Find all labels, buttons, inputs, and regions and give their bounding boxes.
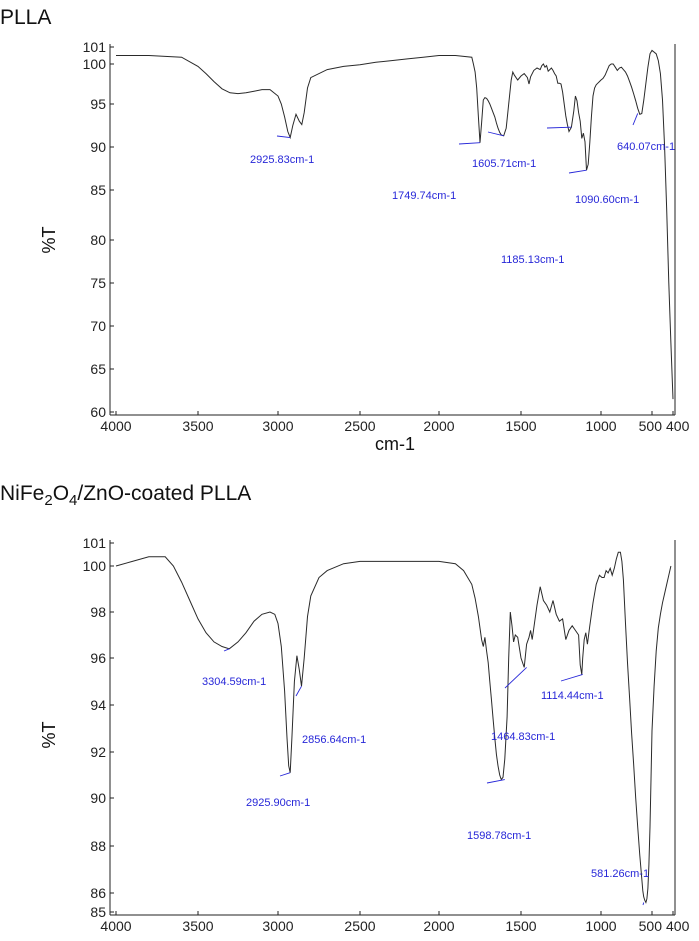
y-tick-label: 80	[90, 232, 106, 248]
y-tick-label: 70	[90, 318, 106, 334]
x-tick-label: 1500	[505, 418, 536, 434]
peak-leader-line	[279, 772, 291, 777]
peak-label: 1464.83cm-1	[491, 731, 555, 743]
y-tick-label: 100	[83, 558, 107, 574]
x-tick-label: 3000	[262, 918, 293, 934]
y-tick-label: 101	[83, 535, 107, 551]
title-part-sub-2: 2	[44, 492, 53, 510]
panel-title-plla: PLLA	[0, 6, 51, 30]
peak-leader-line	[295, 685, 302, 697]
peak-leader-line	[568, 169, 587, 174]
x-tick-label: 3500	[182, 418, 213, 434]
title-part-nife: NiFe	[0, 482, 45, 505]
y-tick-label: 101	[83, 39, 107, 55]
y-tick-label: 86	[90, 885, 106, 901]
x-tick-label: 2500	[344, 418, 375, 434]
peak-label: 1605.71cm-1	[472, 158, 536, 170]
x-tick-label: 500	[639, 418, 663, 434]
peak-label: 1185.13cm-1	[501, 254, 564, 266]
panel-title-plla-text: PLLA	[0, 6, 52, 29]
x-tick-label: 400	[666, 418, 690, 434]
peak-label: 3304.59cm-1	[202, 676, 266, 688]
x-tick-label: 500	[639, 918, 663, 934]
peak-label: 581.26cm-1	[591, 868, 649, 880]
y-tick-label: 90	[90, 139, 106, 155]
peak-label: 1090.60cm-1	[575, 194, 639, 206]
peak-leader-line	[560, 674, 583, 682]
peak-leader-line	[486, 779, 505, 784]
peak-label: 1749.74cm-1	[392, 190, 456, 202]
spectrum-line-1	[116, 49, 674, 400]
x-tick-label: 4000	[100, 418, 131, 434]
x-tick-label: 1000	[585, 918, 616, 934]
peak-label: 2925.90cm-1	[246, 797, 310, 809]
spectrum-line-1	[115, 551, 672, 904]
peak-leader-line	[546, 126, 572, 129]
peak-leader-line	[632, 113, 639, 126]
y-tick-label: 92	[90, 744, 106, 760]
x-axis-title: cm-1	[375, 434, 415, 454]
x-tick-label: 1000	[585, 418, 616, 434]
y-tick-label: 100	[83, 56, 107, 72]
x-tick-label: 4000	[100, 918, 131, 934]
y-tick-label: 96	[90, 650, 106, 666]
y-tick-label: 85	[90, 182, 106, 198]
peak-label: 1114.44cm-1	[541, 690, 604, 702]
y-tick-label: 95	[90, 96, 106, 112]
x-tick-label: 2000	[423, 418, 454, 434]
x-tick-label: 3500	[182, 918, 213, 934]
x-tick-label: 1500	[505, 918, 536, 934]
peak-leader-line	[504, 667, 527, 689]
x-tick-label: 3000	[262, 418, 293, 434]
y-tick-label: 94	[90, 697, 106, 713]
y-tick-label: 85	[90, 904, 106, 920]
peak-label: 2856.64cm-1	[302, 734, 366, 746]
title-part-sub-4: 4	[69, 492, 78, 510]
y-tick-label: 88	[90, 838, 106, 854]
peak-label: 640.07cm-1	[617, 141, 675, 153]
y-tick-label: 60	[90, 404, 106, 420]
y-tick-label: 90	[90, 790, 106, 806]
panel-title-coated: NiFe2O4/ZnO-coated PLLA	[0, 482, 251, 509]
title-part-o: O	[52, 482, 70, 505]
x-tick-label: 2500	[344, 918, 375, 934]
peak-label: 1598.78cm-1	[467, 830, 531, 842]
peak-leader-line	[642, 902, 645, 906]
x-tick-label: 2000	[423, 918, 454, 934]
x-tick-label: 400	[666, 918, 690, 934]
title-part-rest: /ZnO-coated PLLA	[77, 482, 252, 505]
peak-leader-line	[223, 648, 230, 652]
chart-panel-2: 85 86 88 90 92 94 96 98 100 101 4000 3500 3000 2500 20…	[39, 535, 690, 934]
y-axis-title: %T	[39, 226, 59, 253]
y-tick-label: 98	[90, 604, 106, 620]
peak-leader-line	[458, 142, 481, 145]
peak-leader-line	[276, 135, 291, 138]
y-axis-title: %T	[39, 721, 59, 748]
peak-leader-line	[487, 131, 504, 137]
y-tick-label: 75	[90, 275, 106, 291]
peak-label: 2925.83cm-1	[250, 154, 314, 166]
y-tick-label: 65	[90, 361, 106, 377]
